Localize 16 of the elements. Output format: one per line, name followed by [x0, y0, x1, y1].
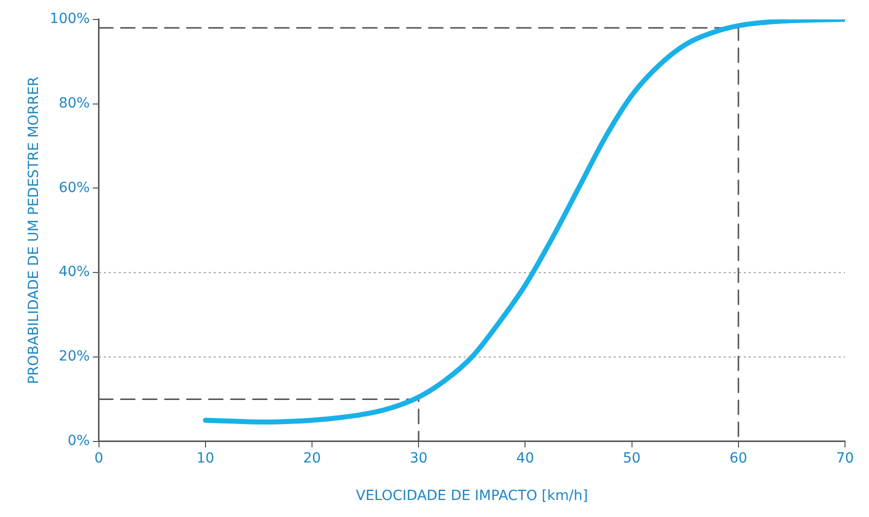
x-tick-label: 20 — [303, 450, 321, 466]
y-axis-title: PROBABILIDADE DE UM PEDESTRE MORRER — [26, 76, 42, 384]
x-tick-label: 50 — [622, 450, 641, 466]
x-tick-label: 30 — [410, 450, 428, 466]
x-tick-label: 40 — [516, 450, 534, 466]
y-tick-label: 0% — [68, 433, 90, 450]
x-tick-label: 70 — [836, 450, 854, 466]
x-tick-label: 10 — [196, 450, 214, 466]
y-tick-label: 80% — [58, 95, 90, 112]
y-tick-label: 40% — [58, 264, 90, 280]
y-tick-label: 20% — [58, 348, 90, 365]
x-tick-label: 0 — [94, 450, 104, 466]
y-tick-label: 60% — [58, 180, 90, 196]
x-axis-title: VELOCIDADE DE IMPACTO [km/h] — [356, 488, 588, 504]
x-tick-label: 60 — [729, 450, 748, 466]
y-tick-label: 100% — [50, 11, 90, 28]
